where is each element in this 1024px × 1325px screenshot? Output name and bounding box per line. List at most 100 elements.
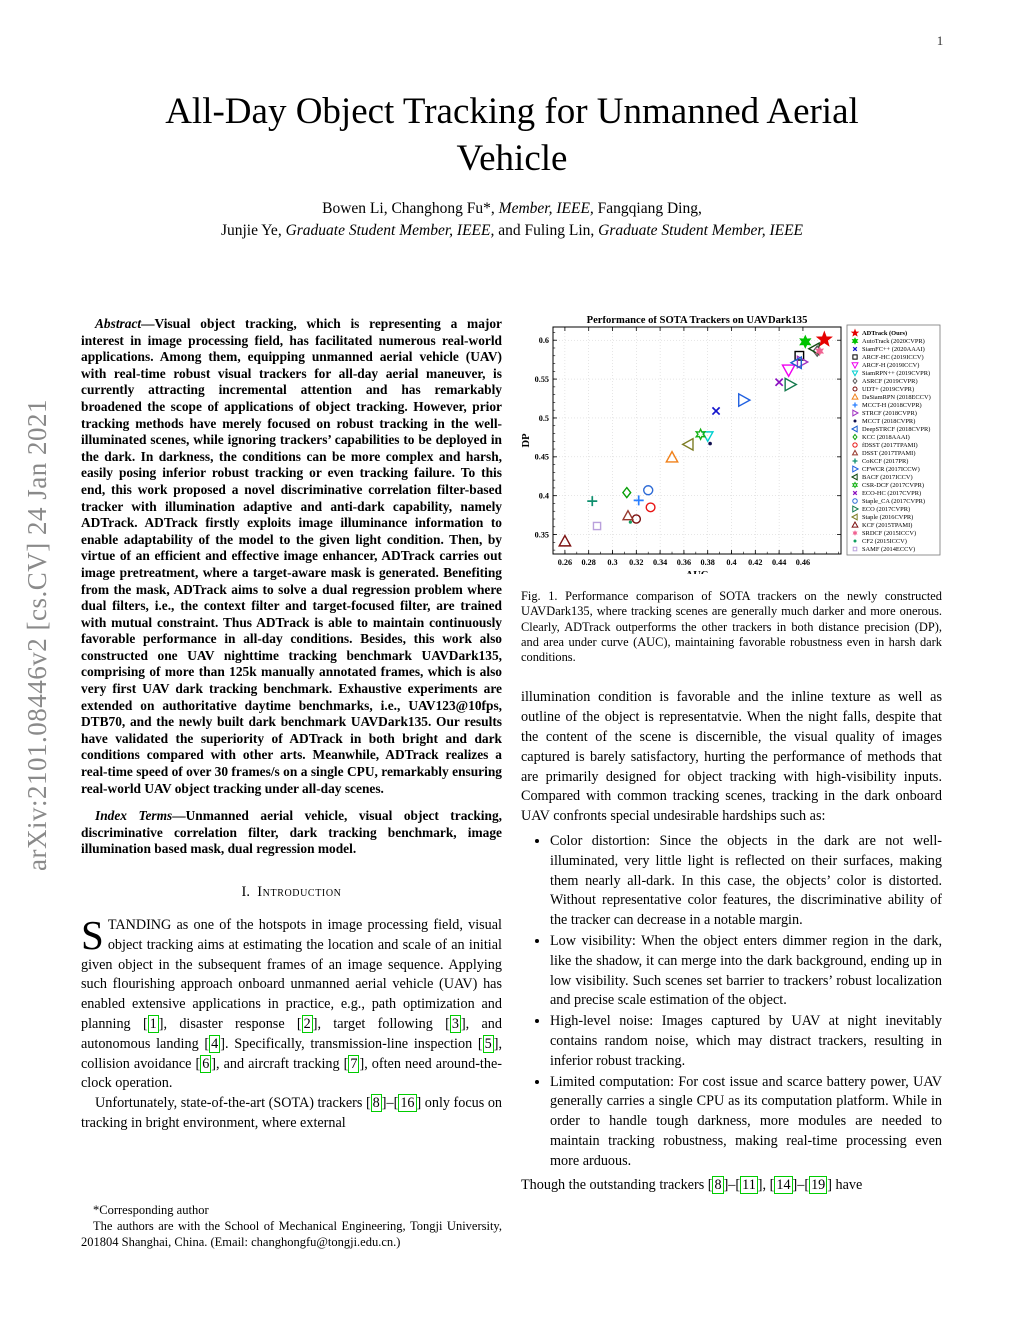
svg-text:0.28: 0.28 xyxy=(582,558,596,567)
index-terms-text: —Unmanned aerial vehicle, visual object … xyxy=(81,808,502,857)
svg-text:0.36: 0.36 xyxy=(677,558,691,567)
figure-1-caption: Fig. 1. Performance comparison of SOTA t… xyxy=(521,589,942,665)
svg-text:UDT+ (2019CVPR): UDT+ (2019CVPR) xyxy=(862,386,914,393)
right-column: 0.26 0.28 0.3 0.32 0.34 0.36 0.38 0.4 0.42 0.44 0.… xyxy=(521,315,942,1195)
citation-link[interactable]: 7 xyxy=(348,1054,360,1073)
left-column: Abstract—Visual object tracking, which i… xyxy=(81,316,502,1134)
svg-text:MCCT (2018CVPR): MCCT (2018CVPR) xyxy=(862,418,915,425)
page-number: 1 xyxy=(936,33,944,48)
svg-text:DaSiamRPN (2018ECCV): DaSiamRPN (2018ECCV) xyxy=(862,394,931,401)
svg-text:MCCT-H (2018CVPR): MCCT-H (2018CVPR) xyxy=(862,402,922,409)
author-line-2: Junjie Ye, Graduate Student Member, IEEE… xyxy=(220,222,804,239)
svg-text:0.35: 0.35 xyxy=(535,530,549,539)
citation-link[interactable]: 8 xyxy=(712,1175,724,1194)
abstract-lead: Abstract xyxy=(95,316,142,331)
svg-text:ECO-HC (2017CVPR): ECO-HC (2017CVPR) xyxy=(862,490,921,497)
svg-text:0.6: 0.6 xyxy=(539,336,549,345)
citation-link[interactable]: 19 xyxy=(809,1175,828,1194)
svg-text:BACF (2017ICCV): BACF (2017ICCV) xyxy=(862,474,913,481)
footnote-corresponding-author: *Corresponding author xyxy=(93,1203,209,1217)
svg-text:ARCF-H (2019ICCV): ARCF-H (2019ICCV) xyxy=(862,362,919,369)
footnote: *Corresponding author The authors are wi… xyxy=(81,1202,502,1250)
svg-text:AutoTrack (2020CVPR): AutoTrack (2020CVPR) xyxy=(862,338,925,345)
svg-text:SiamFC++ (2020AAAI): SiamFC++ (2020AAAI) xyxy=(862,346,925,353)
right-paragraph-1: illumination condition is favorable and … xyxy=(521,689,942,825)
right-paragraph-2: Though the outstanding trackers [8]–[11]… xyxy=(521,1175,863,1194)
citation-link[interactable]: 8 xyxy=(370,1094,382,1113)
sota-performance-chart: 0.26 0.28 0.3 0.32 0.34 0.36 0.38 0.4 0.42 0.44 0.… xyxy=(521,315,942,581)
svg-text:fDSST (2017TPAMI): fDSST (2017TPAMI) xyxy=(862,442,918,449)
footnote-affiliation: The authors are with the School of Mecha… xyxy=(81,1219,502,1249)
svg-text:SRDCF (2015ICCV): SRDCF (2015ICCV) xyxy=(862,530,916,537)
citation-link[interactable]: 14 xyxy=(774,1175,793,1194)
svg-text:Staple_CA (2017CVPR): Staple_CA (2017CVPR) xyxy=(862,498,925,505)
svg-text:Performance of SOTA Trackers o: Performance of SOTA Trackers on UAVDark1… xyxy=(587,316,808,326)
figure-1: 0.26 0.28 0.3 0.32 0.34 0.36 0.38 0.4 0.42 0.44 0.… xyxy=(521,315,942,665)
citation-link[interactable]: 6 xyxy=(200,1054,212,1073)
svg-text:0.42: 0.42 xyxy=(748,558,762,567)
svg-text:0.34: 0.34 xyxy=(653,558,667,567)
svg-text:CFWCR (2017ICCW): CFWCR (2017ICCW) xyxy=(862,466,920,473)
svg-text:0.26: 0.26 xyxy=(558,558,572,567)
svg-text:0.46: 0.46 xyxy=(796,558,810,567)
citation-link[interactable]: 11 xyxy=(740,1175,758,1194)
paper-title-line2: Vehicle xyxy=(456,138,568,179)
paper-title: All-Day Object Tracking for Unmanned Aer… xyxy=(0,88,1024,182)
list-item-high-level-noise: High-level noise: Images captured by UAV… xyxy=(550,1012,942,1071)
section-number: I. xyxy=(241,884,250,900)
svg-text:ARCF-HC (2019ICCV): ARCF-HC (2019ICCV) xyxy=(862,354,924,361)
svg-text:0.44: 0.44 xyxy=(772,558,786,567)
hardship-list: Color distortion: Since the objects in t… xyxy=(521,832,942,1172)
arxiv-watermark: arXiv:2101.08446v2 [cs.CV] 24 Jan 2021 xyxy=(22,399,52,871)
author-block: Bowen Li, Changhong Fu*, Member, IEEE, F… xyxy=(0,198,1024,242)
section-heading-introduction: I. Introduction xyxy=(81,884,502,901)
citation-link[interactable]: 16 xyxy=(398,1094,417,1113)
index-terms-lead: Index Terms xyxy=(95,808,173,824)
svg-text:0.38: 0.38 xyxy=(701,558,715,567)
svg-text:CoKCF (2017PR): CoKCF (2017PR) xyxy=(862,458,908,465)
svg-text:0.32: 0.32 xyxy=(629,558,643,567)
author-line-1: Bowen Li, Changhong Fu*, Member, IEEE, F… xyxy=(322,200,702,217)
svg-text:0.3: 0.3 xyxy=(607,558,617,567)
svg-text:KCF (2015TPAMI): KCF (2015TPAMI) xyxy=(862,522,912,529)
citation-link[interactable]: 3 xyxy=(449,1014,461,1033)
svg-text:Staple (2016CVPR): Staple (2016CVPR) xyxy=(862,514,913,521)
svg-text:CSR-DCF (2017CVPR): CSR-DCF (2017CVPR) xyxy=(862,482,924,489)
svg-text:DeepSTRCF (2018CVPR): DeepSTRCF (2018CVPR) xyxy=(862,426,930,433)
svg-text:CF2 (2015ICCV): CF2 (2015ICCV) xyxy=(862,538,907,545)
svg-text:AUC: AUC xyxy=(686,570,709,574)
abstract: Abstract—Visual object tracking, which i… xyxy=(81,316,502,797)
svg-text:ASRCF (2019CVPR): ASRCF (2019CVPR) xyxy=(862,378,918,385)
svg-text:KCC (2018AAAI): KCC (2018AAAI) xyxy=(862,434,910,441)
paper-title-line1: All-Day Object Tracking for Unmanned Aer… xyxy=(165,91,859,132)
intro-paragraph-1-text: TANDING as one of the hotspots in image … xyxy=(81,917,503,1092)
citation-link[interactable]: 1 xyxy=(147,1014,159,1033)
list-item-color-distortion: Color distortion: Since the objects in t… xyxy=(550,832,942,931)
svg-text:ECO (2017CVPR): ECO (2017CVPR) xyxy=(862,506,910,513)
citation-link[interactable]: 2 xyxy=(301,1014,313,1033)
svg-text:STRCF (2018CVPR): STRCF (2018CVPR) xyxy=(862,410,917,417)
svg-text:0.4: 0.4 xyxy=(539,492,549,501)
svg-text:0.55: 0.55 xyxy=(535,375,549,384)
index-terms: Index Terms—Unmanned aerial vehicle, vis… xyxy=(81,808,502,858)
intro-paragraph-2: Unfortunately, state-of-the-art (SOTA) t… xyxy=(81,1094,503,1131)
svg-text:0.45: 0.45 xyxy=(535,453,549,462)
svg-text:0.5: 0.5 xyxy=(539,414,549,423)
section-title: Introduction xyxy=(257,884,342,900)
list-item-low-visibility: Low visibility: When the object enters d… xyxy=(550,932,942,1011)
svg-text:SAMF (2014ECCV): SAMF (2014ECCV) xyxy=(862,546,915,553)
abstract-text: —Visual object tracking, which is repres… xyxy=(81,316,502,796)
list-item-limited-computation: Limited computation: For cost issue and … xyxy=(550,1073,942,1172)
citation-link[interactable]: 4 xyxy=(209,1034,221,1053)
title-block: All-Day Object Tracking for Unmanned Aer… xyxy=(0,88,1024,242)
citation-link[interactable]: 5 xyxy=(482,1034,494,1053)
svg-text:SiamRPN++ (2019CVPR): SiamRPN++ (2019CVPR) xyxy=(862,370,930,377)
svg-text:DSST (2017TPAMI): DSST (2017TPAMI) xyxy=(862,450,915,457)
intro-paragraph-1: S TANDING as one of the hotspots in image… xyxy=(81,912,503,1094)
sota-chart-svg: 0.26 0.28 0.3 0.32 0.34 0.36 0.38 0.4 0.42 0.44 0.… xyxy=(521,315,941,581)
svg-text:DP: DP xyxy=(521,433,532,448)
svg-text:ADTrack (Ours): ADTrack (Ours) xyxy=(862,330,907,337)
dropcap: S xyxy=(81,912,104,958)
svg-text:0.4: 0.4 xyxy=(726,558,736,567)
